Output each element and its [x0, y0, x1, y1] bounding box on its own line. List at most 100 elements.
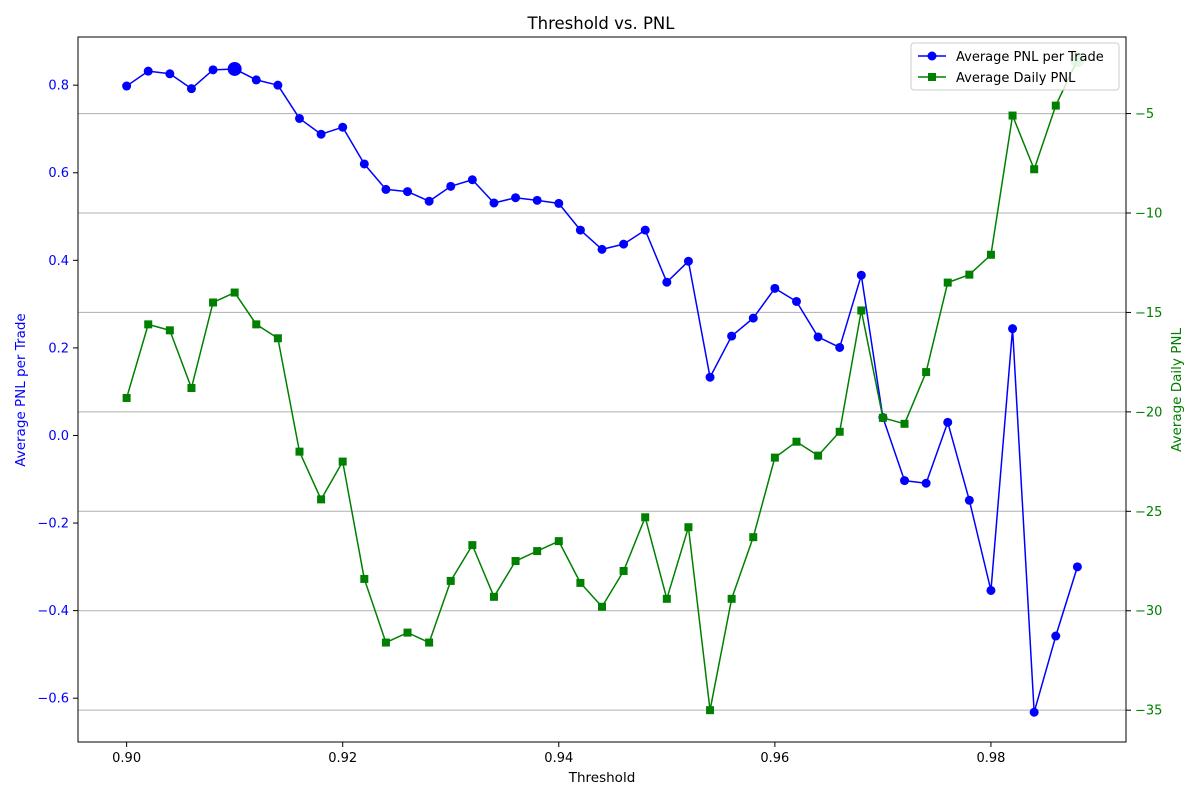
- series-layer: [122, 52, 1085, 717]
- legend-marker-daily-pnl: [928, 73, 936, 81]
- data-point-pnl-per-trade: [251, 75, 261, 85]
- data-point-pnl-per-trade: [770, 283, 780, 293]
- data-point-pnl-per-trade: [640, 225, 650, 235]
- y-axis-right-title: Average Daily PNL: [1169, 328, 1185, 452]
- data-point-daily-pnl: [684, 523, 693, 532]
- x-axis: 0.90 0.92 0.94 0.96 0.98: [112, 742, 1005, 766]
- data-point-daily-pnl: [749, 533, 758, 542]
- data-point-daily-pnl: [360, 574, 369, 583]
- data-point-pnl-per-trade: [122, 81, 132, 91]
- data-point-daily-pnl: [814, 451, 823, 460]
- data-point-pnl-per-trade: [1051, 631, 1061, 641]
- data-point-pnl-per-trade: [467, 175, 477, 185]
- data-point-daily-pnl: [576, 578, 585, 587]
- data-point-pnl-per-trade: [316, 129, 326, 139]
- data-point-pnl-per-trade: [791, 296, 801, 306]
- data-point-pnl-per-trade: [683, 256, 693, 266]
- y-left-tick-label: 0.6: [48, 166, 69, 181]
- chart-title: Threshold vs. PNL: [527, 14, 676, 33]
- legend-box: [910, 42, 1120, 91]
- data-point-pnl-per-trade: [835, 342, 845, 352]
- x-tick-label: 0.90: [112, 751, 141, 766]
- data-point-daily-pnl: [900, 419, 909, 428]
- data-point-pnl-per-trade: [900, 476, 910, 486]
- data-point-pnl-per-trade: [662, 277, 672, 287]
- y-left-tick-label: 0.2: [48, 341, 69, 356]
- data-point-daily-pnl: [922, 368, 931, 377]
- data-point-daily-pnl: [468, 541, 477, 550]
- data-point-pnl-per-trade: [575, 225, 585, 235]
- data-point-pnl-per-trade: [489, 198, 499, 208]
- data-point-pnl-per-trade: [986, 585, 996, 595]
- y-right-tick-label: −5: [1135, 107, 1154, 122]
- data-point-pnl-per-trade: [338, 122, 348, 132]
- data-point-daily-pnl: [165, 326, 174, 335]
- data-point-daily-pnl: [1051, 101, 1060, 110]
- data-point-daily-pnl: [403, 628, 412, 637]
- data-point-daily-pnl: [641, 513, 650, 522]
- y-left-tick-label: 0.4: [48, 254, 69, 269]
- data-point-daily-pnl: [554, 537, 563, 546]
- data-point-daily-pnl: [122, 393, 131, 402]
- y-left-tick-label: −0.6: [37, 692, 69, 707]
- data-point-daily-pnl: [1030, 165, 1039, 174]
- data-point-pnl-per-trade: [943, 417, 953, 427]
- data-point-daily-pnl: [446, 576, 455, 585]
- data-point-pnl-per-trade: [748, 313, 758, 323]
- data-point-daily-pnl: [986, 250, 995, 259]
- x-axis-title: Threshold: [568, 770, 636, 786]
- data-point-pnl-per-trade: [208, 65, 218, 75]
- data-point-daily-pnl: [706, 706, 715, 715]
- data-point-pnl-per-trade: [619, 239, 629, 249]
- data-point-daily-pnl: [1008, 111, 1017, 120]
- y-right-tick-label: −25: [1135, 505, 1162, 520]
- data-point-pnl-per-trade: [359, 159, 369, 169]
- data-point-pnl-per-trade: [554, 198, 564, 208]
- data-point-pnl-per-trade: [273, 80, 283, 90]
- data-point-daily-pnl: [381, 638, 390, 647]
- x-tick-label: 0.92: [328, 751, 357, 766]
- data-point-pnl-per-trade: [186, 84, 196, 94]
- data-point-daily-pnl: [533, 547, 542, 556]
- data-point-daily-pnl: [187, 384, 196, 393]
- y-axis-left-title: Average PNL per Trade: [13, 313, 29, 466]
- y-right-tick-label: −30: [1135, 604, 1162, 619]
- data-point-daily-pnl: [230, 288, 239, 297]
- data-point-pnl-per-trade: [294, 113, 304, 123]
- data-point-daily-pnl: [252, 320, 261, 329]
- legend-label-daily-pnl: Average Daily PNL: [956, 71, 1076, 86]
- data-point-pnl-per-trade: [727, 331, 737, 341]
- x-tick-label: 0.98: [976, 751, 1005, 766]
- y-right-tick-label: −15: [1135, 306, 1162, 321]
- data-point-pnl-per-trade: [1029, 707, 1039, 717]
- y-axis-left: −0.6 −0.4 −0.2 0.0 0.2 0.4 0.6 0.8: [37, 79, 78, 707]
- series-line-pnl-per-trade: [126, 68, 1079, 713]
- data-point-daily-pnl: [295, 447, 304, 456]
- legend: Average PNL per Trade Average Daily PNL: [910, 42, 1120, 91]
- data-point-pnl-per-trade: [165, 69, 175, 79]
- data-point-daily-pnl: [273, 334, 282, 343]
- legend-marker-pnl-per-trade: [927, 51, 937, 61]
- data-point-daily-pnl: [662, 594, 671, 603]
- data-point-pnl-per-trade: [227, 61, 242, 76]
- y-right-tick-label: −35: [1135, 704, 1162, 719]
- series-line-daily-pnl: [125, 59, 1079, 711]
- x-tick-label: 0.94: [544, 751, 573, 766]
- y-left-tick-label: 0.8: [48, 79, 69, 94]
- data-point-pnl-per-trade: [921, 478, 931, 488]
- data-point-daily-pnl: [727, 594, 736, 603]
- data-point-daily-pnl: [770, 453, 779, 462]
- y-left-tick-label: −0.4: [37, 604, 69, 619]
- data-point-daily-pnl: [144, 320, 153, 329]
- data-point-pnl-per-trade: [1072, 562, 1082, 572]
- y-axis-right: −35 −30 −25 −20 −15 −10 −5: [1126, 107, 1162, 719]
- data-point-daily-pnl: [857, 306, 866, 315]
- data-point-pnl-per-trade: [597, 244, 607, 254]
- data-point-pnl-per-trade: [381, 184, 391, 194]
- y-left-tick-label: 0.0: [48, 429, 69, 444]
- data-point-pnl-per-trade: [856, 270, 866, 280]
- data-point-daily-pnl: [209, 298, 218, 307]
- data-point-pnl-per-trade: [813, 332, 823, 342]
- plot-frame: [77, 36, 1127, 743]
